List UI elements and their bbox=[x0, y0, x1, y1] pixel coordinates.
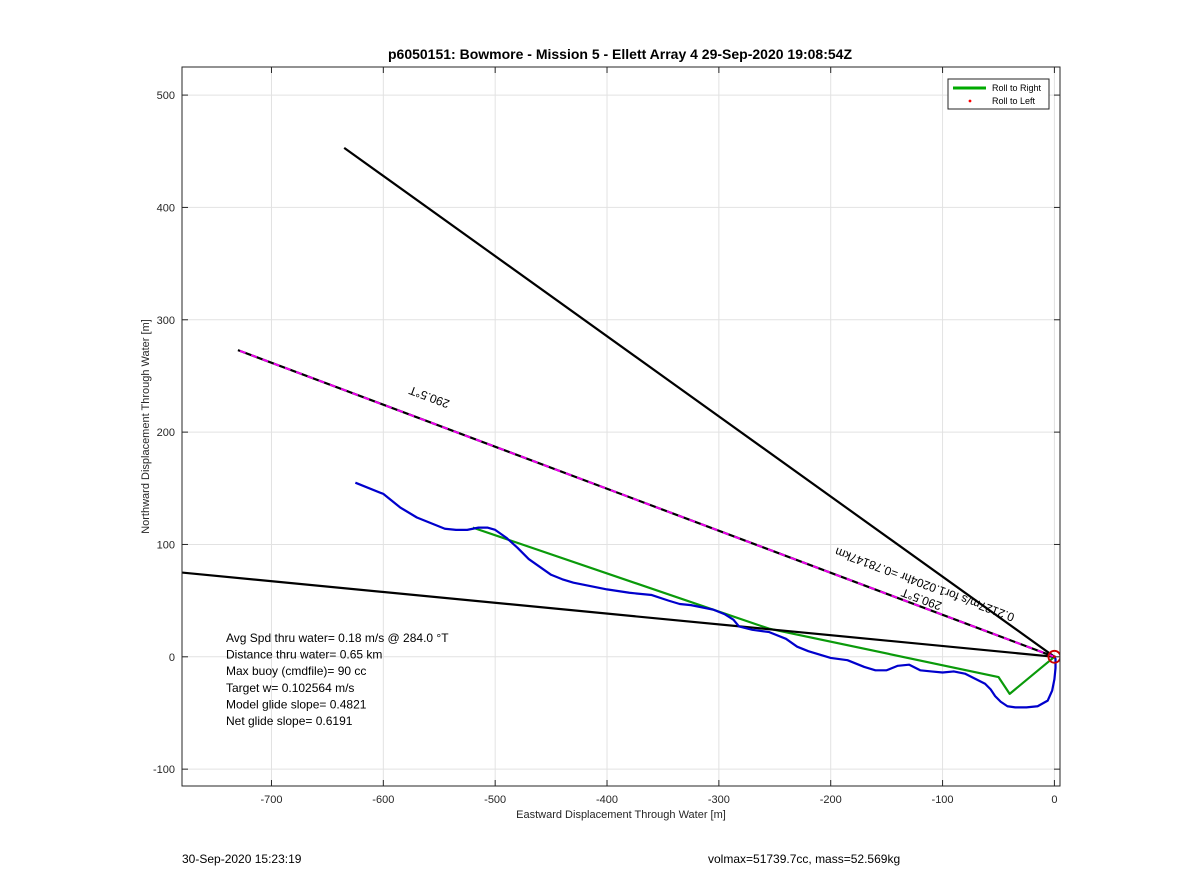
x-axis-label: Eastward Displacement Through Water [m] bbox=[516, 809, 726, 821]
y-tick-label: 300 bbox=[157, 315, 175, 327]
series-line-4-dash bbox=[237, 349, 1055, 658]
y-tick-label: -100 bbox=[153, 764, 175, 776]
chart-title: p6050151: Bowmore - Mission 5 - Ellett A… bbox=[388, 46, 852, 62]
y-tick-label: 100 bbox=[157, 539, 175, 551]
series-line-1 bbox=[354, 481, 1057, 709]
plot-lines bbox=[182, 146, 1060, 709]
x-tick-label: -600 bbox=[372, 794, 394, 806]
x-tick-label: -300 bbox=[708, 794, 730, 806]
y-tick-label: 400 bbox=[157, 202, 175, 214]
heading-annotation: 290.5°T bbox=[406, 383, 451, 411]
stats-line: Model glide slope= 0.4821 bbox=[226, 697, 367, 711]
x-tick-label: -500 bbox=[484, 794, 506, 806]
origin-marker bbox=[1047, 649, 1060, 664]
axes-box bbox=[181, 66, 1061, 787]
footer-timestamp: 30-Sep-2020 15:23:19 bbox=[182, 852, 302, 866]
axis-ticks: -700 -600 -500 -400 -300 -200 -100 0 -100 0 100 200… bbox=[153, 67, 1060, 806]
stats-line: Net glide slope= 0.6191 bbox=[226, 714, 353, 728]
footer-mass-info: volmax=51739.7cc, mass=52.569kg bbox=[708, 852, 900, 866]
legend-marker-swatch bbox=[968, 99, 972, 103]
y-axis-label: Northward Displacement Through Water [m] bbox=[140, 319, 152, 534]
grid bbox=[182, 67, 1060, 786]
y-tick-label: 0 bbox=[169, 652, 175, 664]
series-line-2 bbox=[343, 146, 1056, 658]
x-tick-label: -200 bbox=[820, 794, 842, 806]
legend-box bbox=[947, 78, 1050, 110]
x-tick-label: -700 bbox=[260, 794, 282, 806]
stats-line: Target w= 0.102564 m/s bbox=[226, 681, 354, 695]
x-tick-label: 0 bbox=[1051, 794, 1057, 806]
legend-label: Roll to Left bbox=[992, 96, 1036, 106]
x-tick-label: -100 bbox=[932, 794, 954, 806]
series-roll-to-right bbox=[472, 526, 1056, 695]
series-line-3 bbox=[182, 571, 1055, 658]
x-tick-label: -400 bbox=[596, 794, 618, 806]
stats-line: Distance thru water= 0.65 km bbox=[226, 648, 382, 662]
stats-text-block: Avg Spd thru water= 0.18 m/s @ 284.0 °T D… bbox=[226, 631, 449, 728]
legend: Roll to Right Roll to Left bbox=[947, 78, 1050, 110]
stats-line: Avg Spd thru water= 0.18 m/s @ 284.0 °T bbox=[226, 631, 449, 645]
origin-marker-dot bbox=[1052, 655, 1056, 659]
stats-line: Max buoy (cmdfile)= 90 cc bbox=[226, 664, 366, 678]
y-tick-label: 500 bbox=[157, 90, 175, 102]
y-tick-label: 200 bbox=[157, 427, 175, 439]
legend-label: Roll to Right bbox=[992, 83, 1042, 93]
